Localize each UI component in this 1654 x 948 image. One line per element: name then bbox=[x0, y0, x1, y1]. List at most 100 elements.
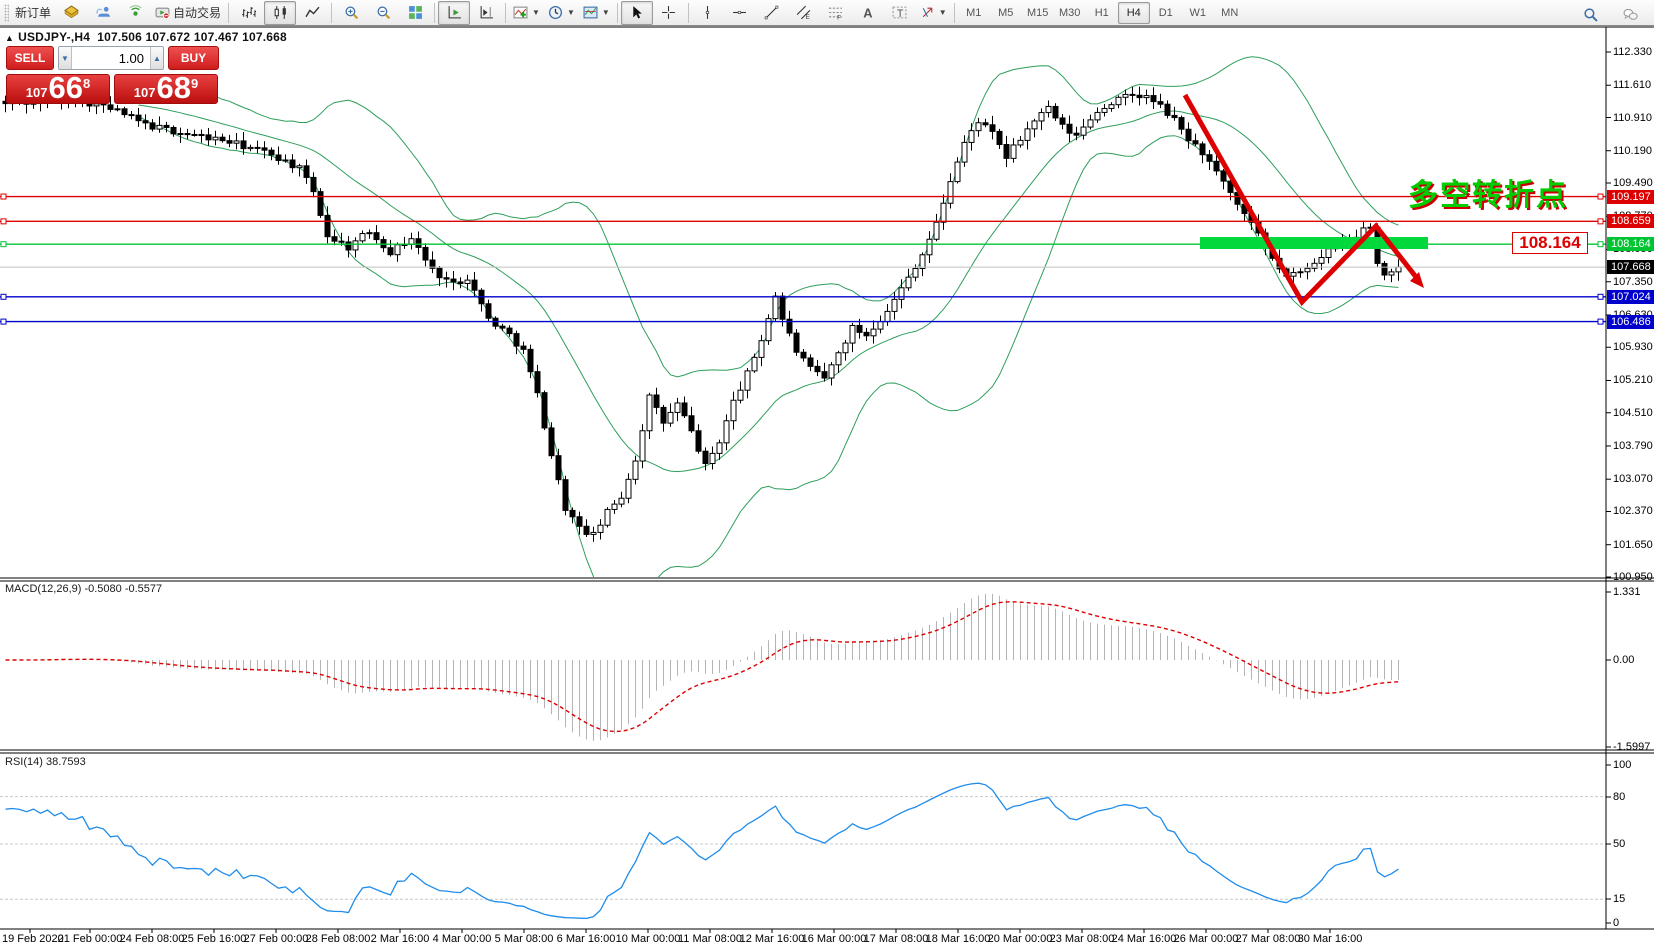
line-anchor[interactable] bbox=[0, 241, 7, 248]
indicators-button[interactable]: ▼ bbox=[509, 1, 544, 25]
annotation-text[interactable]: 多空转折点 bbox=[1408, 179, 1568, 212]
candle-body bbox=[569, 509, 576, 518]
volume-increase-button[interactable]: ▲ bbox=[150, 47, 163, 69]
candle-body bbox=[1115, 96, 1122, 106]
candle-body bbox=[737, 389, 744, 401]
line-anchor[interactable] bbox=[1597, 218, 1604, 225]
candle-body bbox=[191, 133, 198, 136]
buy-button[interactable]: BUY bbox=[168, 46, 219, 70]
candle-body bbox=[842, 342, 849, 354]
candle-body bbox=[366, 232, 373, 235]
panel-collapse-toggle[interactable]: ▲ bbox=[5, 33, 15, 43]
trend-arrow[interactable] bbox=[1182, 93, 1418, 307]
candle-body bbox=[1297, 271, 1304, 274]
timeframe-h4-button[interactable]: H4 bbox=[1117, 1, 1150, 24]
timeframe-m5-button[interactable]: M5 bbox=[998, 6, 1014, 19]
candle-body bbox=[1101, 107, 1108, 113]
highlight-bar[interactable] bbox=[1200, 237, 1428, 249]
arrows-button[interactable]: ▼ bbox=[916, 1, 951, 25]
chat-icon bbox=[1623, 7, 1638, 22]
line-anchor[interactable] bbox=[1597, 293, 1604, 300]
timeframe-d1-button[interactable]: D1 bbox=[1158, 6, 1173, 19]
auto-scroll-button[interactable] bbox=[438, 0, 471, 25]
macd-pane[interactable] bbox=[5, 593, 1399, 741]
trend-arrow-head[interactable] bbox=[1410, 272, 1424, 288]
community-button[interactable] bbox=[87, 1, 119, 25]
ticket-button[interactable] bbox=[55, 1, 87, 25]
line-anchor[interactable] bbox=[0, 218, 7, 225]
new-order-button[interactable]: 新订单 bbox=[11, 1, 55, 25]
line-anchor[interactable] bbox=[1597, 193, 1604, 200]
time-axis-label: 21 Feb 00:00 bbox=[57, 933, 123, 945]
rsi-pane[interactable] bbox=[0, 782, 1606, 920]
candle-body bbox=[975, 122, 982, 132]
sell-button[interactable]: SELL bbox=[6, 46, 54, 70]
candle-body bbox=[1311, 262, 1318, 269]
periods-button[interactable]: ▼ bbox=[544, 1, 579, 25]
time-axis-label: 23 Mar 08:00 bbox=[1049, 933, 1115, 945]
main-toolbar: 新订单 自动交易 ▼ ▼ ▼ E F A T ▼ M1 M5 M15 M30 H1 H4 D1 W1 MN bbox=[0, 0, 1654, 26]
line-anchor[interactable] bbox=[1597, 241, 1604, 248]
volume-input[interactable] bbox=[72, 47, 150, 69]
autotrading-button[interactable]: 自动交易 bbox=[151, 1, 225, 25]
timeframe-w1-button[interactable]: W1 bbox=[1189, 6, 1206, 19]
candlestick-chart-button[interactable] bbox=[264, 0, 297, 25]
buy-price-tile[interactable]: 107 68 9 bbox=[114, 72, 218, 104]
price-callout[interactable]: 108.164 bbox=[1512, 232, 1588, 254]
line-anchor[interactable] bbox=[0, 193, 7, 200]
signals-button[interactable] bbox=[119, 1, 151, 25]
sell-price-tile[interactable]: 107 66 8 bbox=[6, 72, 110, 104]
candle-body bbox=[625, 478, 632, 499]
candle-body bbox=[1304, 267, 1311, 273]
timeframe-m15-button[interactable]: M15 bbox=[1027, 6, 1049, 19]
trendline-button[interactable] bbox=[756, 1, 788, 25]
horizontal-line-button[interactable] bbox=[724, 1, 756, 25]
candle-body bbox=[1185, 128, 1192, 142]
fibonacci-button[interactable]: F bbox=[820, 1, 852, 25]
tile-windows-button[interactable] bbox=[399, 1, 431, 25]
toolbar-separator bbox=[616, 2, 618, 23]
dropdown-arrow-icon[interactable]: ▼ bbox=[601, 8, 610, 17]
search-button[interactable] bbox=[1574, 2, 1606, 26]
candle-body bbox=[744, 370, 751, 391]
dropdown-arrow-icon[interactable]: ▼ bbox=[566, 8, 575, 17]
svg-text:T: T bbox=[897, 8, 904, 20]
templates-button[interactable]: ▼ bbox=[579, 1, 614, 25]
line-anchor[interactable] bbox=[1597, 318, 1604, 325]
line-anchor[interactable] bbox=[0, 318, 7, 325]
volume-decrease-button[interactable]: ▼ bbox=[59, 47, 72, 69]
timeframe-m30-button[interactable]: M30 bbox=[1059, 6, 1081, 19]
timeframe-mn-button[interactable]: MN bbox=[1221, 6, 1239, 19]
dropdown-arrow-icon[interactable]: ▼ bbox=[938, 8, 947, 17]
timeframe-m1-button[interactable]: M1 bbox=[966, 6, 982, 19]
timeframe-h1-button[interactable]: H1 bbox=[1094, 6, 1109, 19]
linechart-icon bbox=[305, 5, 320, 20]
zoom-out-button[interactable] bbox=[367, 1, 399, 25]
price-pane[interactable] bbox=[2, 56, 1402, 603]
dropdown-arrow-icon[interactable]: ▼ bbox=[532, 8, 540, 17]
zoom-in-button[interactable] bbox=[335, 1, 367, 25]
channel-button[interactable]: E bbox=[788, 1, 820, 25]
toolbar-separator bbox=[687, 2, 689, 23]
text-button[interactable]: A bbox=[852, 1, 884, 25]
crosshair-button[interactable] bbox=[653, 1, 685, 25]
line-anchor[interactable] bbox=[0, 293, 7, 300]
candle-body bbox=[730, 399, 737, 422]
candle-body bbox=[919, 254, 926, 270]
vertical-line-button[interactable] bbox=[692, 1, 724, 25]
candle-body bbox=[177, 133, 184, 136]
candle-body bbox=[1080, 126, 1087, 136]
candle-body bbox=[653, 394, 660, 408]
chat-button[interactable] bbox=[1614, 2, 1646, 26]
time-axis-label: 5 Mar 08:00 bbox=[494, 933, 554, 945]
candle-body bbox=[1003, 144, 1010, 159]
candle-body bbox=[814, 365, 821, 373]
bar-chart-button[interactable] bbox=[232, 1, 264, 25]
text-label-button[interactable]: T bbox=[884, 1, 916, 25]
candle-body bbox=[317, 191, 324, 216]
svg-text:A: A bbox=[864, 5, 873, 20]
chart-shift-button[interactable] bbox=[470, 1, 502, 25]
cursor-button[interactable] bbox=[620, 0, 653, 25]
line-chart-button[interactable] bbox=[296, 1, 328, 25]
